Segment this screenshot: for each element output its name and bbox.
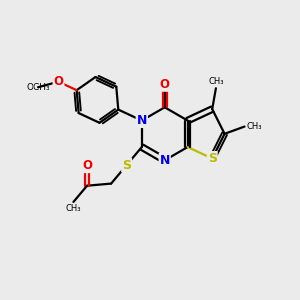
Text: S: S [208,152,217,165]
Text: CH₃: CH₃ [247,122,262,131]
Text: OCH₃: OCH₃ [26,83,50,92]
Text: O: O [82,159,92,172]
Text: O: O [160,78,170,91]
Text: S: S [122,159,131,172]
Text: N: N [160,154,170,167]
Text: O: O [53,75,64,88]
Text: CH₃: CH₃ [208,77,224,86]
Text: CH₃: CH₃ [66,204,81,213]
Text: N: N [136,114,147,127]
